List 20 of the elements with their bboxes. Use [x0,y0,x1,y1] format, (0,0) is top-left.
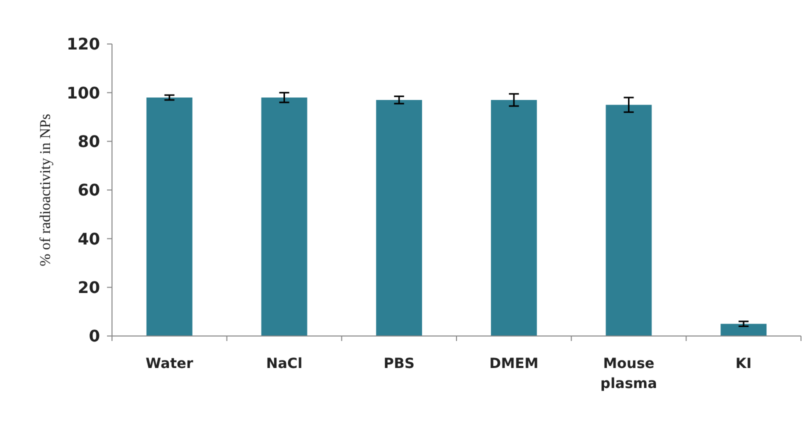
y-tick-label: 80 [78,132,100,151]
x-tick-label: Water [146,356,194,372]
bar [720,324,767,336]
bar [261,98,308,336]
y-tick-label: 40 [78,229,100,248]
x-tick-label: DMEM [489,356,538,372]
x-tick-label: NaCl [266,356,302,372]
x-tick-label: Mouse plasma [600,356,658,392]
bar [606,104,652,336]
bar [376,100,422,336]
bar [490,100,537,336]
y-tick-label: 100 [66,83,100,102]
x-tick-label: PBS [384,356,415,372]
y-tick-label: 60 [78,180,100,200]
y-tick-label: 120 [66,34,100,54]
bar [146,98,192,336]
x-tick-label: KI [736,356,752,372]
y-tick-label: 20 [78,278,100,297]
y-axis-title: % of radioactivity in NPs [38,114,54,266]
y-tick-label: 0 [88,326,100,346]
